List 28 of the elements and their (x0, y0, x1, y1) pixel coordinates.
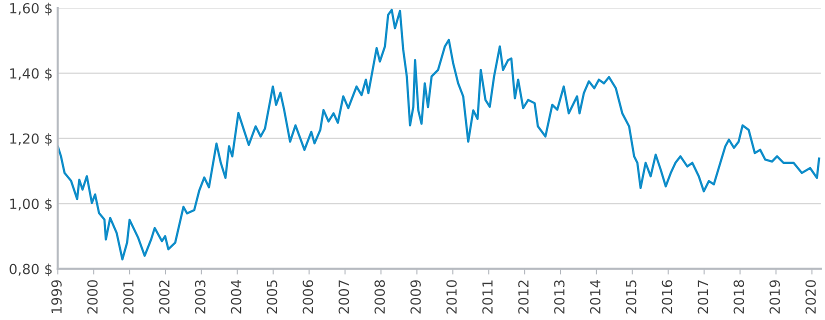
x-tick-label: 2003 (194, 280, 206, 314)
x-tick-label: 1999 (51, 280, 62, 314)
x-tick-label: 2008 (374, 280, 385, 314)
x-tick-label: 2001 (123, 280, 134, 314)
y-tick-label: 0,80 $ (10, 264, 52, 276)
x-tick-label: 2018 (734, 280, 744, 314)
y-tick-label: 1,20 $ (10, 133, 52, 146)
x-tick-label: 2019 (770, 280, 780, 314)
x-tick-label: 2015 (626, 280, 636, 314)
line-series (58, 8, 820, 260)
y-tick-label: 1,60 $ (10, 2, 52, 16)
y-tick-label: 1,40 $ (10, 68, 52, 81)
x-tick-label: 2017 (698, 280, 708, 314)
x-tick-label: 2012 (518, 280, 529, 314)
x-tick-label: 2013 (554, 280, 565, 314)
x-tick-label: 2011 (482, 280, 493, 314)
x-tick-label: 2009 (410, 280, 421, 314)
x-tick-label: 2016 (662, 280, 672, 314)
x-tick-label: 2007 (338, 280, 350, 314)
x-tick-label: 2004 (230, 280, 242, 314)
y-tick-label: 1,00 $ (10, 198, 52, 211)
x-tick-label: 2014 (590, 280, 600, 314)
x-tick-label: 2000 (87, 280, 98, 314)
x-tick-label: 2002 (159, 280, 170, 314)
x-tick-label: 2010 (446, 280, 457, 314)
x-tick-label: 2005 (266, 280, 278, 314)
x-tick-label: 2006 (302, 280, 314, 314)
x-tick-label: 2020 (805, 280, 816, 314)
